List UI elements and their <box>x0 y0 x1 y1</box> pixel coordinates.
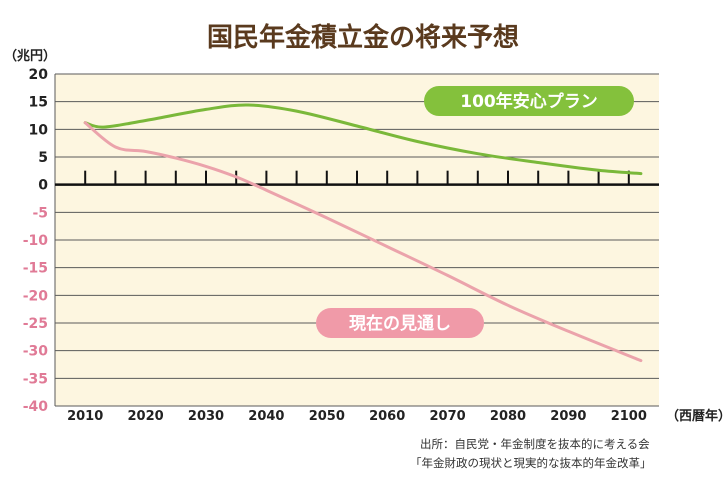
y-tick-label: 5 <box>38 150 48 166</box>
x-tick-label: 2010 <box>67 409 103 424</box>
y-tick-label: -35 <box>23 371 48 387</box>
x-tick-label: 2040 <box>248 409 284 424</box>
current-series-line <box>83 121 643 363</box>
y-tick-label: 0 <box>38 178 48 194</box>
x-tick-label: 2060 <box>369 409 405 424</box>
plan-series-line <box>83 103 643 176</box>
x-tick-label: 2100 <box>611 409 647 424</box>
x-tick-label: 2090 <box>550 409 586 424</box>
y-tick-label: -20 <box>23 288 49 304</box>
y-tick-label: -5 <box>32 205 48 221</box>
source-line-1: 出所：自民党・年金制度を抜本的に考える会 <box>420 437 650 451</box>
current-series-label-text: 現在の見通し <box>349 313 451 334</box>
y-tick-label: -10 <box>23 233 49 249</box>
series-lines <box>83 103 643 363</box>
y-tick-label: -25 <box>23 316 48 332</box>
current-series-label: 現在の見通し <box>316 308 484 338</box>
source-line-2: 「年金財政の現状と現実的な抜本的年金改革」 <box>410 456 652 470</box>
y-tick-label: 15 <box>29 95 48 111</box>
y-tick-label: 10 <box>29 122 49 138</box>
plan-series-label-text: 100年安心プラン <box>460 91 598 112</box>
x-tick-label: 2080 <box>490 409 526 424</box>
y-tick-label: -30 <box>23 344 49 360</box>
x-tick-label: 2070 <box>430 409 466 424</box>
chart-title: 国民年金積立金の将来予想 <box>207 22 519 53</box>
x-axis-unit: （西暦年） <box>666 408 726 424</box>
plan-series-label: 100年安心プラン <box>424 86 634 116</box>
y-tick-labels: 20 15 10 5 0 -5 -10 -15 -20 -25 -30 -35 -40 <box>23 67 49 415</box>
zero-axis <box>55 170 659 186</box>
y-tick-label: -40 <box>23 399 49 415</box>
y-tick-label: -15 <box>23 261 48 277</box>
series-labels: 100年安心プラン 現在の見通し <box>316 86 634 338</box>
x-tick-label: 2030 <box>188 409 224 424</box>
x-tick-label: 2050 <box>309 409 345 424</box>
x-tick-label: 2020 <box>128 409 164 424</box>
y-axis-unit: （兆円） <box>4 48 56 64</box>
y-tick-label: 20 <box>29 67 49 83</box>
x-tick-labels: 2010 2020 2030 2040 2050 2060 2070 2080 2090 2100 <box>67 409 647 424</box>
